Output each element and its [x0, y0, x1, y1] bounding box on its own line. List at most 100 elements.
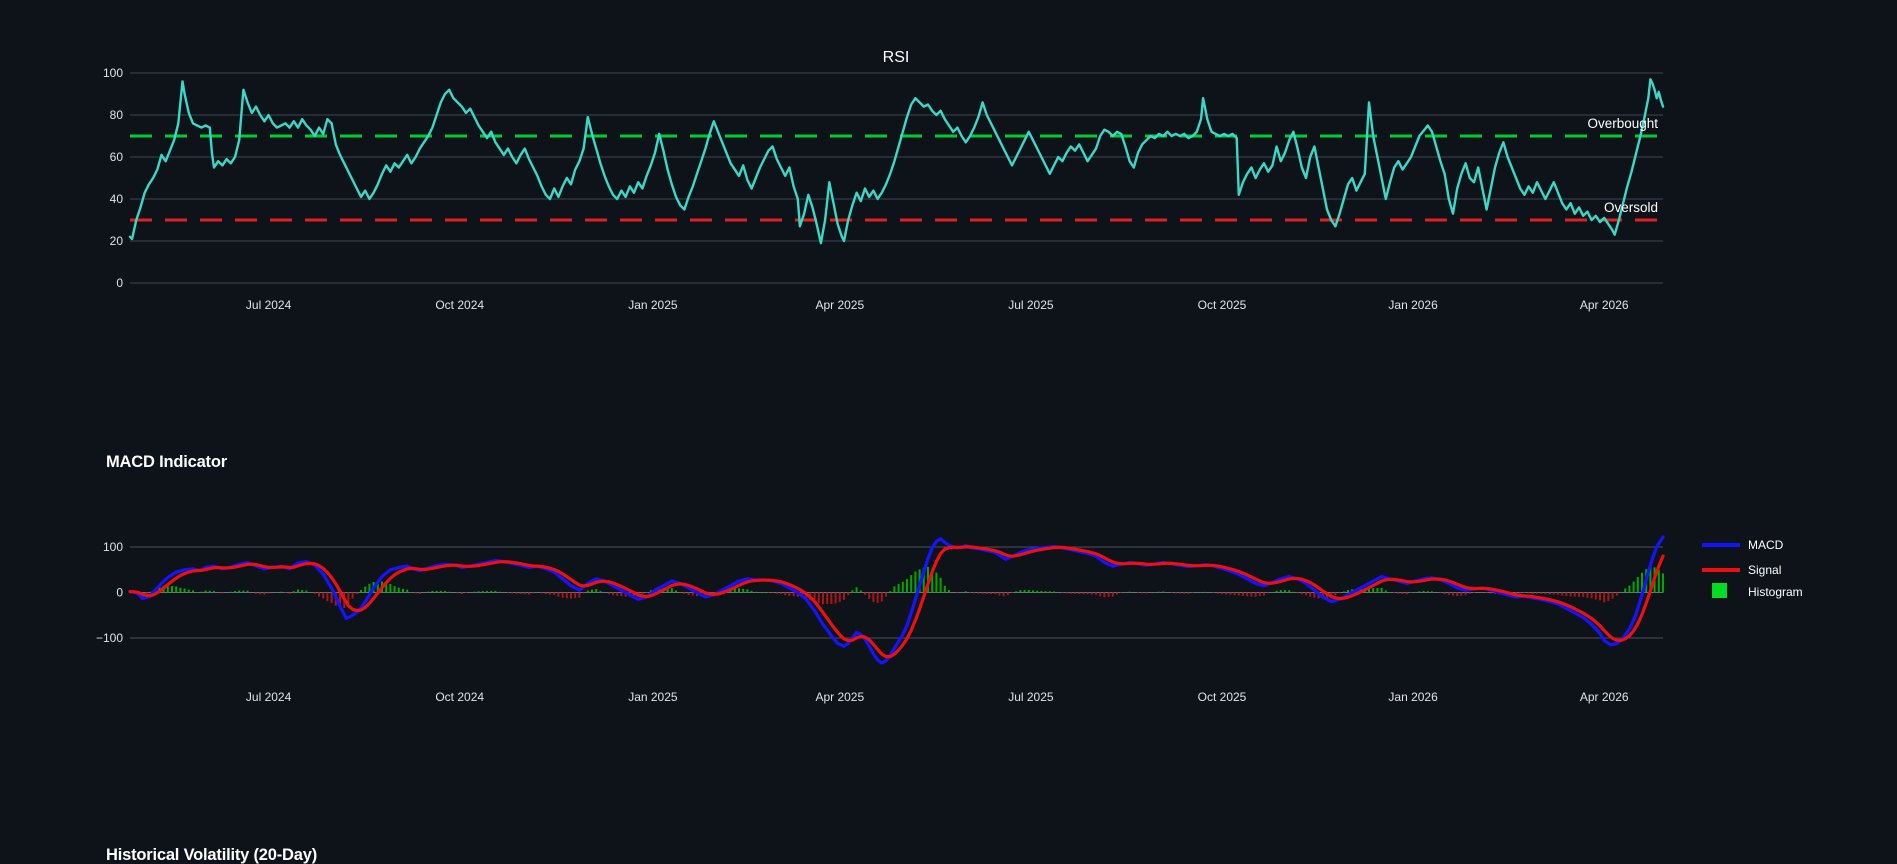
- histogram-bar: [276, 592, 278, 593]
- histogram-bar: [788, 592, 791, 596]
- histogram-bar: [763, 592, 766, 593]
- histogram-bar: [1372, 588, 1375, 593]
- histogram-bar: [1347, 590, 1349, 593]
- histogram-bar: [843, 592, 845, 600]
- histogram-bar: [1015, 591, 1018, 593]
- histogram-bar: [1153, 592, 1156, 593]
- rsi-y-tick-labels: 0 20 40 60 80 100: [103, 66, 123, 290]
- histogram-bar: [1632, 581, 1635, 593]
- histogram-bar: [234, 591, 236, 593]
- histogram-bar: [1124, 592, 1127, 593]
- histogram-bar: [355, 592, 358, 595]
- histogram-bar: [767, 592, 770, 593]
- histogram-bar: [1615, 592, 1618, 596]
- x-tick-label: Oct 2025: [1198, 690, 1247, 704]
- histogram-bar: [486, 591, 488, 593]
- histogram-bar: [1309, 592, 1312, 597]
- histogram-bar: [1284, 590, 1286, 593]
- histogram-bar: [1586, 592, 1589, 598]
- histogram-bar: [1519, 592, 1522, 594]
- histogram-bar: [1565, 592, 1568, 597]
- histogram-bar: [213, 590, 215, 593]
- histogram-bar: [1095, 592, 1097, 595]
- histogram-bar: [847, 592, 850, 596]
- histogram-bar: [687, 592, 690, 595]
- macd-y-tick-labels: −100 0 100: [96, 540, 123, 645]
- histogram-bar: [511, 592, 514, 594]
- histogram-bar: [208, 590, 211, 593]
- histogram-bar: [1267, 592, 1270, 594]
- histogram-bar: [712, 592, 715, 593]
- histogram-bar: [1439, 592, 1442, 594]
- y-tick-label: −100: [96, 631, 123, 645]
- histogram-bar: [1389, 592, 1391, 593]
- histogram-bar: [1603, 592, 1606, 603]
- histogram-bar: [204, 590, 207, 593]
- histogram-bar: [238, 590, 241, 593]
- histogram-bar: [1103, 592, 1106, 598]
- histogram-bar: [1590, 592, 1593, 599]
- y-tick-label: 100: [103, 540, 123, 554]
- histogram-bar: [1557, 592, 1559, 595]
- y-tick-label: 80: [110, 108, 124, 122]
- histogram-bar: [1641, 572, 1643, 593]
- rsi-gridlines: [130, 72, 1663, 284]
- rsi-reference-lines: [130, 134, 1663, 222]
- histogram-bar: [906, 579, 908, 593]
- histogram-bar: [393, 586, 396, 593]
- overbought-label: Overbought: [1587, 116, 1658, 131]
- x-tick-label: Oct 2024: [435, 298, 484, 312]
- x-tick-label: Jul 2025: [1008, 298, 1054, 312]
- histogram-bar: [1376, 588, 1379, 593]
- y-tick-label: 40: [110, 192, 124, 206]
- histogram-bar: [1426, 591, 1429, 593]
- histogram-bar: [1431, 591, 1433, 593]
- histogram-bar: [620, 592, 623, 597]
- x-tick-label: Jan 2025: [628, 690, 678, 704]
- macd-gridlines: [130, 546, 1663, 639]
- histogram-bar: [465, 592, 467, 593]
- histogram-bar: [1002, 592, 1005, 597]
- macd-line-series: [128, 535, 1665, 665]
- histogram-bar: [1032, 590, 1034, 593]
- histogram-bar: [893, 586, 896, 593]
- histogram-bar: [964, 591, 967, 593]
- histogram-bar: [1313, 592, 1316, 598]
- histogram-bar: [939, 577, 942, 593]
- x-tick-label: Jan 2026: [1388, 690, 1438, 704]
- histogram-bar: [1006, 592, 1009, 596]
- x-tick-label: Apr 2026: [1580, 690, 1629, 704]
- histogram-bar: [259, 592, 262, 595]
- x-tick-label: Oct 2025: [1198, 298, 1247, 312]
- histogram-bar: [704, 592, 707, 597]
- histogram-bar: [1111, 592, 1114, 597]
- histogram-bar: [595, 589, 598, 593]
- histogram-bar: [1464, 592, 1467, 596]
- histogram-bar: [1082, 592, 1085, 595]
- volatility-title: Historical Volatility (20-Day): [106, 846, 317, 864]
- histogram-bar: [1128, 591, 1131, 593]
- histogram-bar: [175, 586, 178, 593]
- rsi-chart: 0 20 40 60 80 100 Jul 2024 Oct 2024 Jan 2025 Apr…: [103, 49, 1665, 312]
- histogram-bar: [171, 586, 173, 593]
- histogram-bar: [284, 592, 287, 593]
- histogram-bar: [263, 592, 266, 595]
- histogram-bar: [826, 592, 829, 605]
- histogram-bar: [1468, 592, 1471, 594]
- x-tick-label: Apr 2025: [815, 690, 864, 704]
- histogram-bar: [1607, 592, 1610, 601]
- histogram-bar: [1216, 592, 1219, 594]
- histogram-bar: [813, 592, 816, 602]
- histogram-bar: [410, 592, 413, 593]
- histogram-bar: [1393, 592, 1396, 593]
- histogram-bar: [691, 592, 694, 596]
- histogram-bar: [1187, 592, 1190, 594]
- histogram-bar: [1447, 592, 1450, 595]
- histogram-bar: [960, 592, 963, 593]
- histogram-bar: [876, 592, 879, 603]
- histogram-bar: [591, 589, 593, 593]
- histogram-bar: [574, 592, 577, 598]
- histogram-bar: [523, 592, 526, 595]
- histogram-bar: [1649, 567, 1652, 593]
